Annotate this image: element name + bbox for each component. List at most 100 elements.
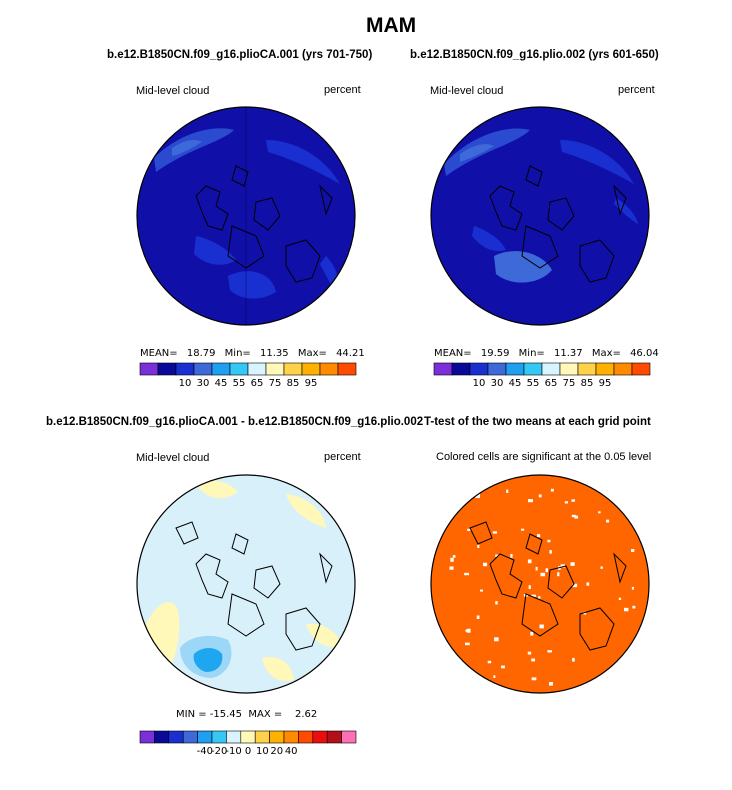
colorbar-tick-label: 10	[256, 746, 269, 757]
colorbar-tick-label: 65	[250, 378, 264, 389]
colorbar-tick-label: -40	[196, 746, 213, 757]
colorbar-tick-label: 45	[508, 378, 522, 389]
colorbar-swatch	[298, 730, 314, 744]
colorbar-tick-label: 75	[562, 378, 576, 389]
panel-2-min-value: 11.37	[553, 348, 583, 359]
insignificant-cell	[549, 550, 552, 554]
insignificant-cell	[476, 615, 480, 619]
panel-1-title: b.e12.B1850CN.f09_g16.plioCA.001 (yrs 70…	[107, 49, 373, 61]
colorbar-swatch	[341, 730, 357, 744]
insignificant-cell	[464, 572, 470, 576]
colorbar-swatch	[226, 730, 242, 744]
colorbar-swatch	[319, 362, 339, 376]
colorbar-tick-label: 55	[526, 378, 540, 389]
colorbar-swatch	[240, 730, 256, 744]
colorbar-tick-label: -20	[211, 746, 228, 757]
insignificant-cell	[549, 681, 553, 686]
panel-1-min-label: Min=	[224, 348, 251, 359]
colorbar-swatch	[197, 730, 213, 744]
insignificant-cell	[598, 511, 601, 514]
insignificant-cell	[572, 583, 578, 588]
insignificant-cell	[550, 488, 554, 492]
insignificant-cell	[632, 605, 636, 609]
insignificant-cell	[538, 596, 541, 599]
insignificant-cell	[530, 631, 534, 636]
panel-2-stats: MEAN= 19.59 Min= 11.37 Max= 46.04	[434, 348, 659, 359]
colorbar-swatch	[326, 730, 342, 744]
insignificant-cell	[547, 650, 552, 653]
panel-3-left-label: Mid-level cloud	[136, 452, 210, 464]
panel-1-map	[136, 106, 356, 326]
insignificant-cell	[586, 582, 590, 586]
colorbar-swatch	[283, 730, 299, 744]
panel-2-left-label: Mid-level cloud	[430, 85, 504, 97]
panel-4-subtitle: Colored cells are significant at the 0.0…	[436, 451, 652, 463]
colorbar-tick-label: 75	[268, 378, 282, 389]
colorbar-swatch	[182, 730, 198, 744]
insignificant-cell	[475, 494, 481, 498]
colorbar-swatch	[168, 730, 184, 744]
colorbar-swatch	[247, 362, 267, 376]
insignificant-cell	[483, 562, 488, 567]
insignificant-cell	[557, 572, 560, 577]
insignificant-cell	[465, 642, 470, 646]
colorbar-tick-label: 55	[232, 378, 246, 389]
insignificant-cell	[477, 544, 480, 549]
panel-1-left-label: Mid-level cloud	[136, 85, 210, 97]
insignificant-cell	[571, 499, 575, 502]
colorbar-tick-label: -10	[225, 746, 242, 757]
insignificant-cell	[540, 572, 546, 577]
insignificant-cell	[531, 677, 537, 681]
insignificant-cell	[625, 656, 630, 660]
insignificant-cell	[618, 597, 622, 601]
panel-2-mean-label: MEAN=	[434, 348, 472, 359]
colorbar-swatch	[157, 362, 177, 376]
insignificant-cell	[571, 514, 576, 518]
insignificant-cell	[467, 528, 471, 531]
insignificant-cell	[528, 499, 533, 503]
insignificant-cell	[495, 601, 498, 605]
colorbar-swatch	[154, 730, 170, 744]
colorbar-tick-label: 95	[304, 378, 318, 389]
colorbar-swatch	[631, 362, 651, 376]
colorbar-swatch	[469, 362, 489, 376]
colorbar-swatch	[433, 362, 453, 376]
panel-2-max-value: 46.04	[630, 348, 659, 359]
insignificant-cell	[494, 637, 499, 642]
insignificant-cell	[583, 611, 587, 615]
insignificant-cell	[527, 559, 532, 564]
figure-title: MAM	[366, 14, 417, 37]
colorbar-tick-label: 45	[214, 378, 228, 389]
insignificant-cell	[564, 501, 569, 504]
insignificant-cell	[520, 528, 525, 531]
insignificant-cell	[450, 557, 454, 562]
insignificant-cell	[474, 681, 478, 684]
insignificant-cell	[528, 585, 531, 590]
panel-4-map	[430, 474, 650, 694]
panel-2-units: percent	[618, 84, 655, 96]
colorbar-tick-label: 30	[490, 378, 504, 389]
insignificant-cell	[631, 548, 635, 552]
colorbar-tick-label: 85	[286, 378, 300, 389]
colorbar-swatch	[312, 730, 328, 744]
panel-1-units: percent	[324, 84, 361, 96]
insignificant-cell	[449, 566, 454, 570]
insignificant-cell	[452, 555, 456, 558]
panel-4-title: T-test of the two means at each grid poi…	[424, 416, 651, 428]
colorbar-tick-label: 85	[580, 378, 594, 389]
colorbar-tick-label: 10	[472, 378, 486, 389]
insignificant-cell	[493, 675, 496, 679]
colorbar-swatch	[265, 362, 285, 376]
panel-3-units: percent	[324, 451, 361, 463]
insignificant-cell	[539, 624, 544, 629]
insignificant-cell	[510, 554, 513, 558]
colorbar-swatch	[139, 730, 155, 744]
insignificant-cell	[600, 566, 603, 569]
colorbar-swatch	[337, 362, 357, 376]
panel-3-map	[136, 474, 356, 694]
insignificant-cell	[535, 566, 538, 571]
panel-1-stats: MEAN= 18.79 Min= 11.35 Max= 44.21	[140, 348, 365, 359]
colorbar-swatch	[211, 730, 227, 744]
insignificant-cell	[570, 562, 575, 566]
colorbar-swatch	[613, 362, 633, 376]
